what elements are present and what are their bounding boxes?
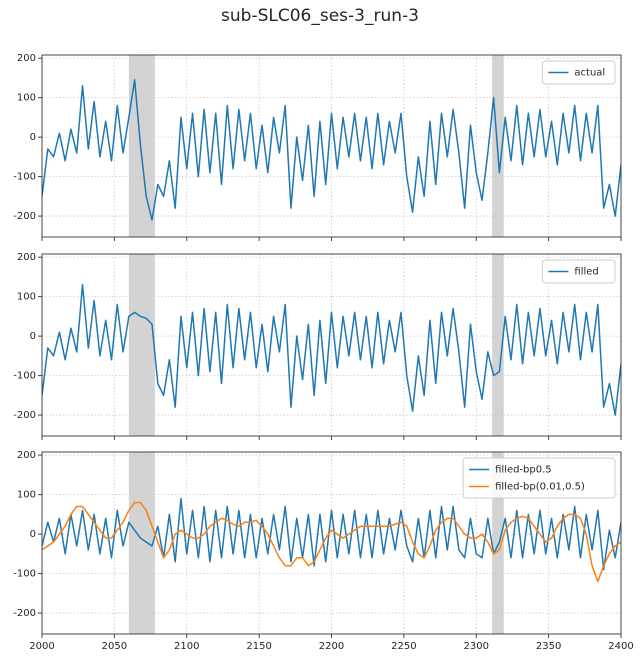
y-tick-label: 100 [17,93,36,104]
y-tick-label: -200 [13,608,36,619]
series-line [42,79,621,221]
x-tick-label: 2200 [319,641,344,652]
x-tick-label: 2150 [246,641,271,652]
x-tick-label: 2100 [174,641,199,652]
legend: filled-bp0.5 filled-bp(0.01,0.5) [462,457,616,499]
y-tick-label: 0 [30,529,36,540]
legend-label: filled-bp0.5 [495,465,552,476]
legend: filled [541,259,616,284]
y-tick-label: 200 [17,450,36,461]
y-tick-label: 200 [17,53,36,64]
shaded-region [492,452,504,634]
legend-label: actual [574,68,605,79]
y-tick-label: -200 [13,410,36,421]
x-tick-label: 2000 [29,641,54,652]
legend-box [541,60,616,85]
figure-title: sub-SLC06_ses-3_run-3 [221,6,419,26]
x-tick-label: 2050 [102,641,127,652]
series-line [42,497,621,571]
axes-frame [41,54,622,238]
x-tick-label: 2400 [608,641,633,652]
axes-frame [41,451,622,635]
y-tick-label: -100 [13,569,36,580]
y-tick-label: 100 [17,292,36,303]
legend-box [541,259,616,284]
y-tick-label: 200 [17,252,36,263]
legend-label: filled [574,267,598,278]
y-tick-label: -200 [13,211,36,222]
x-tick-label: 2300 [464,641,489,652]
axes-frame [41,253,622,437]
shaded-region [492,254,504,436]
y-tick-label: 100 [17,490,36,501]
y-tick-label: 0 [30,331,36,342]
shaded-region [128,254,155,436]
subplot: -200 -100 0 100 200 actual [13,53,622,241]
shaded-region [128,55,155,237]
shaded-region [128,452,155,634]
legend-box [462,457,616,499]
x-tick-label: 2350 [536,641,561,652]
subplot: -200 -100 0 100 200 2000 2050 2100 2150 2200 2250 2… [13,450,633,652]
x-tick-label: 2250 [391,641,416,652]
series-line [42,284,621,416]
legend: actual [541,60,616,85]
y-tick-label: -100 [13,371,36,382]
y-tick-label: 0 [30,132,36,143]
series-line [42,501,621,583]
subplot: -200 -100 0 100 200 filled [13,252,622,440]
y-tick-label: -100 [13,172,36,183]
legend-label: filled-bp(0.01,0.5) [495,482,585,493]
